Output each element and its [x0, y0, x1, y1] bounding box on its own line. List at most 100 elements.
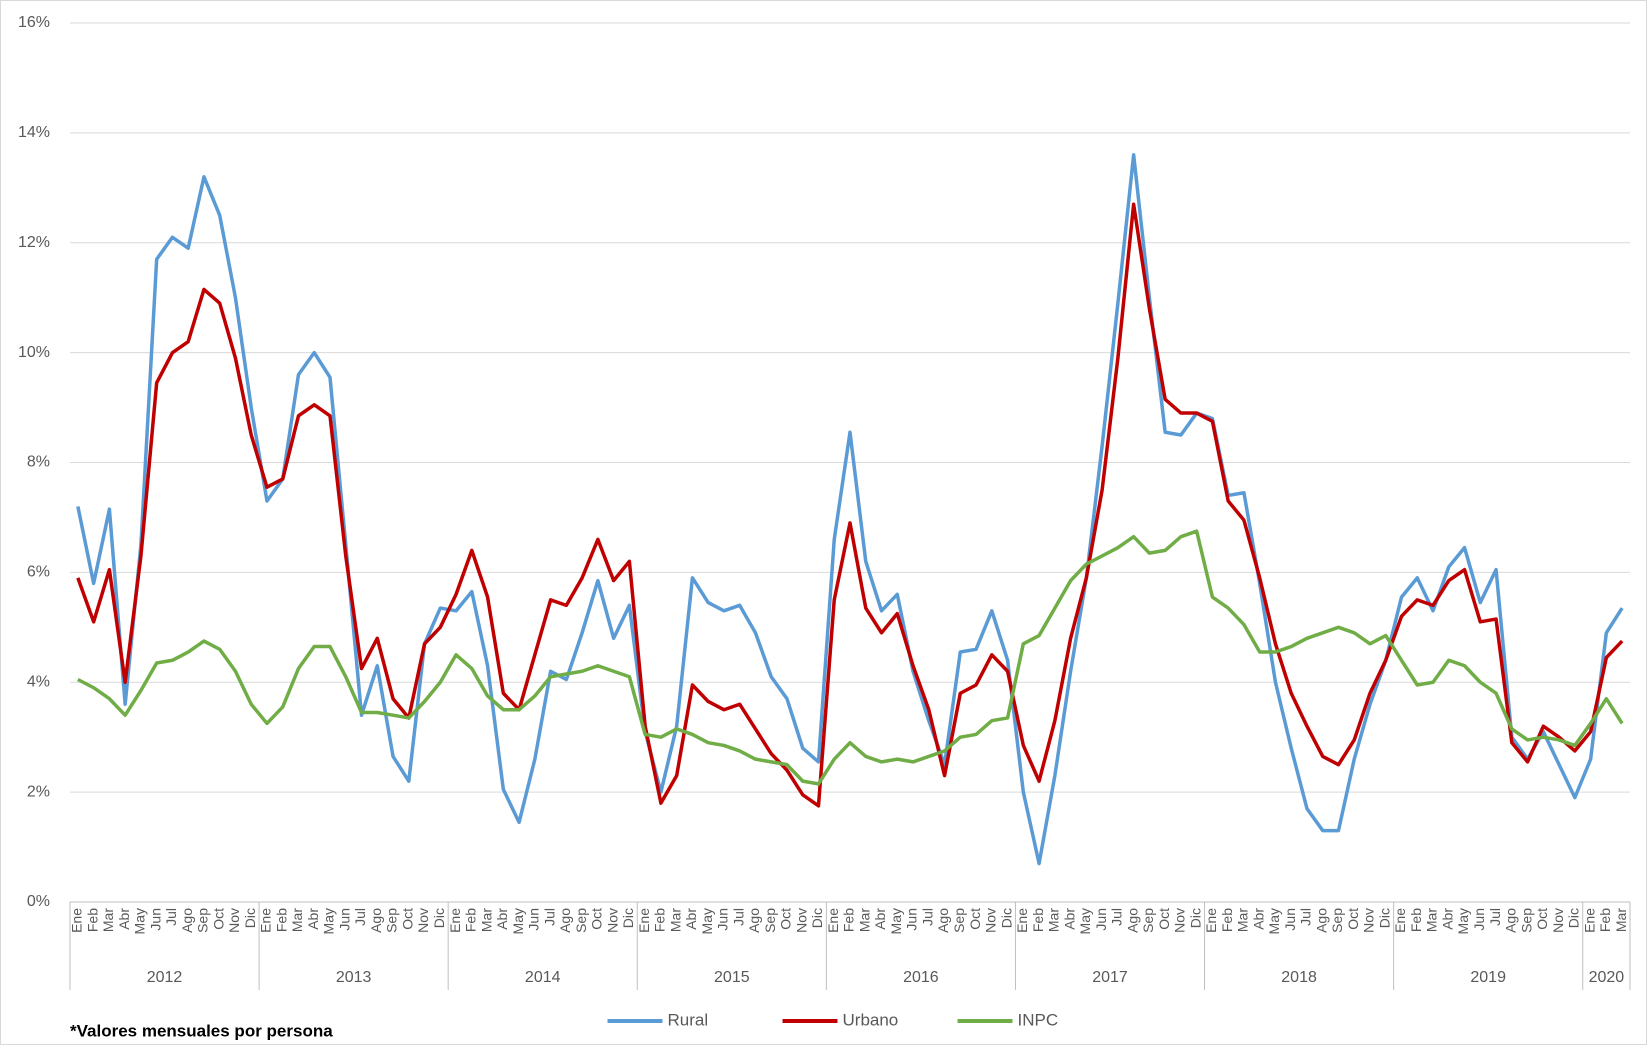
- x-tick-label: Oct: [589, 908, 605, 930]
- x-tick-label: Sep: [195, 908, 211, 933]
- x-tick-label: Jun: [526, 908, 542, 931]
- x-group-label: 2014: [525, 969, 561, 986]
- x-tick-label: Jul: [730, 908, 746, 926]
- x-tick-label: Mar: [478, 908, 494, 932]
- x-tick-label: Abr: [683, 908, 699, 930]
- x-tick-label: Ene: [69, 908, 85, 933]
- y-tick-label: 12%: [18, 234, 50, 251]
- x-tick-label: Feb: [1219, 908, 1235, 932]
- y-tick-label: 8%: [27, 454, 50, 471]
- x-tick-label: Nov: [793, 908, 809, 933]
- x-tick-label: Ago: [1124, 908, 1140, 933]
- x-tick-label: Mar: [1424, 908, 1440, 932]
- x-tick-label: Ene: [447, 908, 463, 933]
- y-tick-label: 6%: [27, 564, 50, 581]
- x-tick-label: Ene: [1392, 908, 1408, 933]
- x-tick-label: Mar: [100, 908, 116, 932]
- x-tick-label: Ago: [935, 908, 951, 933]
- x-tick-label: Nov: [1550, 908, 1566, 933]
- line-series: [76, 153, 1624, 866]
- x-tick-label: Abr: [1250, 908, 1266, 930]
- y-tick-label: 10%: [18, 344, 50, 361]
- legend-label: Urbano: [843, 1010, 899, 1029]
- x-tick-label: May: [699, 908, 715, 934]
- x-tick-label: Ago: [368, 908, 384, 933]
- x-tick-label: Ago: [746, 908, 762, 933]
- x-tick-label: Dic: [242, 908, 258, 928]
- x-tick-label: Feb: [841, 908, 857, 932]
- x-tick-label: May: [321, 908, 337, 934]
- x-tick-label: Ene: [1203, 908, 1219, 933]
- x-tick-label: Sep: [1140, 908, 1156, 933]
- x-tick-label: Oct: [210, 908, 226, 930]
- x-tick-label: Feb: [84, 908, 100, 932]
- x-tick-label: Nov: [983, 908, 999, 933]
- x-tick-label: Nov: [604, 908, 620, 933]
- x-tick-label: May: [132, 908, 148, 934]
- x-tick-label: May: [1266, 908, 1282, 934]
- x-tick-label: Jul: [1109, 908, 1125, 926]
- x-group-label: 2020: [1589, 969, 1625, 986]
- x-tick-label: Oct: [967, 908, 983, 930]
- x-group-label: 2015: [714, 969, 750, 986]
- x-tick-label: Abr: [1439, 908, 1455, 930]
- y-tick-label: 0%: [27, 893, 50, 910]
- y-tick-label: 4%: [27, 673, 50, 690]
- x-tick-label: Dic: [998, 908, 1014, 928]
- x-tick-label: Jul: [163, 908, 179, 926]
- legend-label: Rural: [668, 1010, 709, 1029]
- x-tick-label: Oct: [778, 908, 794, 930]
- x-tick-label: Dic: [809, 908, 825, 928]
- x-tick-label: Nov: [226, 908, 242, 933]
- line-series: [76, 202, 1624, 808]
- x-tick-label: Jun: [147, 908, 163, 931]
- x-tick-label: Jun: [904, 908, 920, 931]
- x-tick-label: Nov: [1172, 908, 1188, 933]
- x-group-label: 2017: [1092, 969, 1128, 986]
- footnote: *Valores mensuales por persona: [70, 1021, 333, 1040]
- x-tick-label: Oct: [1345, 908, 1361, 930]
- x-tick-label: Mar: [667, 908, 683, 932]
- x-tick-label: Jun: [1282, 908, 1298, 931]
- x-group-label: 2013: [336, 969, 372, 986]
- legend-label: INPC: [1018, 1010, 1059, 1029]
- x-tick-label: Jul: [919, 908, 935, 926]
- x-tick-label: Feb: [463, 908, 479, 932]
- x-tick-label: Jul: [541, 908, 557, 926]
- x-tick-label: Sep: [1329, 908, 1345, 933]
- x-group-label: 2016: [903, 969, 939, 986]
- x-tick-label: Jun: [336, 908, 352, 931]
- x-tick-label: Feb: [1408, 908, 1424, 932]
- x-tick-label: May: [1077, 908, 1093, 934]
- x-tick-label: Nov: [415, 908, 431, 933]
- y-tick-label: 16%: [18, 14, 50, 31]
- x-tick-label: Mar: [1046, 908, 1062, 932]
- y-tick-label: 2%: [27, 783, 50, 800]
- x-tick-label: Sep: [1518, 908, 1534, 933]
- x-tick-label: Mar: [856, 908, 872, 932]
- x-tick-label: Jun: [1093, 908, 1109, 931]
- x-tick-label: Sep: [951, 908, 967, 933]
- x-tick-label: Ago: [1313, 908, 1329, 933]
- x-tick-label: Dic: [1376, 908, 1392, 928]
- x-tick-label: Ago: [1503, 908, 1519, 933]
- x-tick-label: Ene: [1014, 908, 1030, 933]
- x-tick-label: Abr: [872, 908, 888, 930]
- x-tick-label: May: [888, 908, 904, 934]
- x-tick-label: Dic: [431, 908, 447, 928]
- x-tick-label: Feb: [273, 908, 289, 932]
- x-tick-label: Ene: [1581, 908, 1597, 933]
- x-tick-label: Dic: [1187, 908, 1203, 928]
- x-tick-label: Sep: [573, 908, 589, 933]
- x-tick-label: Feb: [652, 908, 668, 932]
- x-tick-label: Dic: [1566, 908, 1582, 928]
- x-tick-label: Jun: [1471, 908, 1487, 931]
- x-tick-label: Abr: [1061, 908, 1077, 930]
- x-tick-label: Abr: [116, 908, 132, 930]
- x-group-label: 2019: [1470, 969, 1506, 986]
- x-tick-label: Mar: [1235, 908, 1251, 932]
- x-tick-label: May: [510, 908, 526, 934]
